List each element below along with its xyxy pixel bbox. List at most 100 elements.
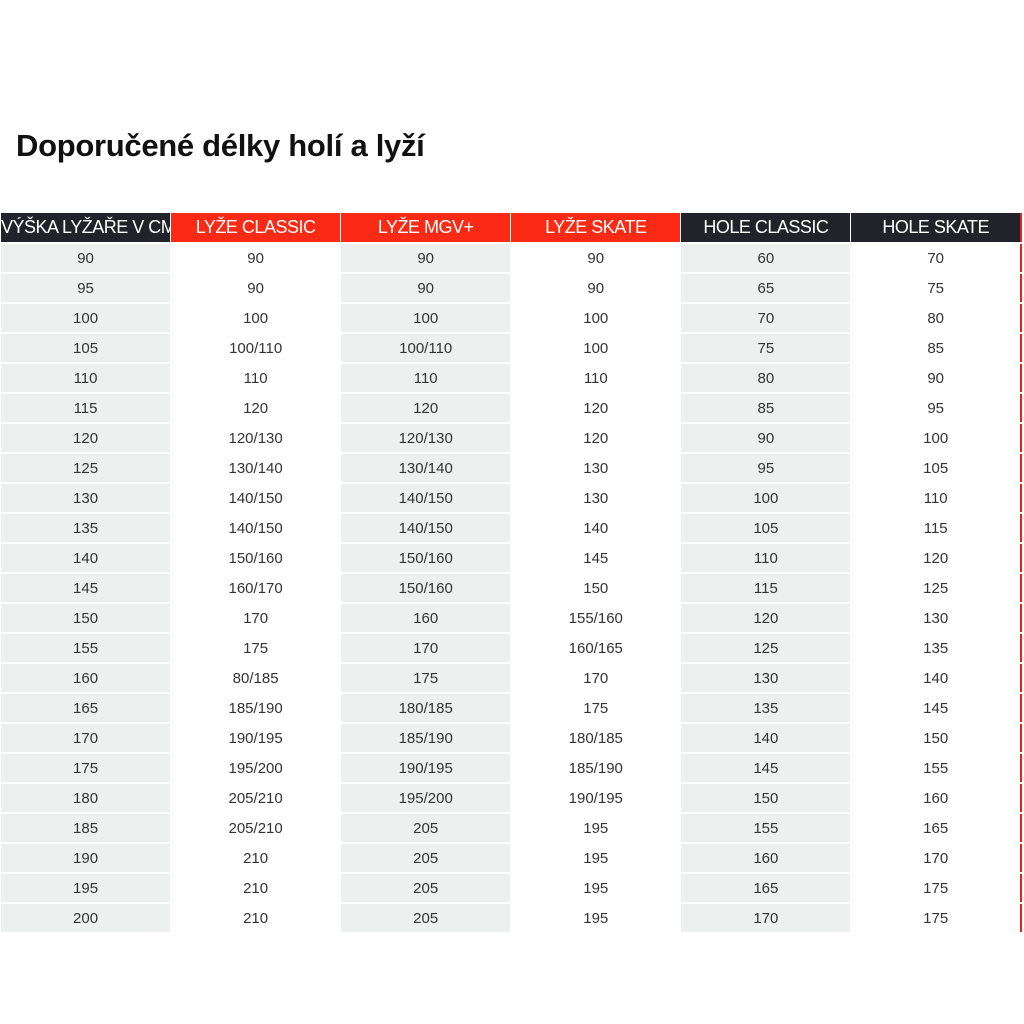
table-cell: 205/210 [170, 812, 341, 843]
table-cell: 160 [340, 602, 511, 633]
table-cell: 150 [510, 572, 681, 603]
table-cell: 135 [0, 512, 171, 543]
table-cell: 175 [340, 662, 511, 693]
column-header: VÝŠKA LYŽAŘE V CM [0, 213, 171, 243]
table-cell: 155/160 [510, 602, 681, 633]
column-header: LYŽE MGV+ [340, 213, 511, 243]
table-row: 125 130/140 130/140 130 95 105 [0, 452, 1021, 483]
table-cell: 80/185 [170, 662, 341, 693]
table-row: 100 100 100 100 70 80 [0, 302, 1021, 333]
table-cell: 140 [850, 662, 1021, 693]
table-cell: 90 [0, 242, 171, 273]
table-cell: 100 [510, 302, 681, 333]
column-header: LYŽE SKATE [510, 213, 681, 243]
table-cell: 210 [170, 902, 341, 932]
table-cell: 140 [0, 542, 171, 573]
page-title: Doporučené délky holí a lyží [16, 128, 425, 163]
table-cell: 130/140 [170, 452, 341, 483]
table-cell: 135 [850, 632, 1021, 663]
table-cell: 85 [850, 332, 1021, 363]
table-cell: 90 [170, 272, 341, 303]
table-cell: 90 [510, 242, 681, 273]
table-row: 130 140/150 140/150 130 100 110 [0, 482, 1021, 513]
table-cell: 100 [340, 302, 511, 333]
table-cell: 155 [680, 812, 851, 843]
table-row: 195 210 205 195 165 175 [0, 872, 1021, 903]
table-cell: 140/150 [170, 512, 341, 543]
table-cell: 180/185 [340, 692, 511, 723]
table-cell: 160/165 [510, 632, 681, 663]
table-cell: 170 [170, 602, 341, 633]
table-cell: 120 [0, 422, 171, 453]
table-cell: 120/130 [340, 422, 511, 453]
table-cell: 190/195 [170, 722, 341, 753]
table-cell: 130 [680, 662, 851, 693]
table-cell: 100/110 [170, 332, 341, 363]
table-cell: 160 [0, 662, 171, 693]
table-cell: 135 [680, 692, 851, 723]
table-cell: 210 [170, 842, 341, 873]
table-row: 200 210 205 195 170 175 [0, 902, 1021, 932]
column-header: HOLE CLASSIC [680, 213, 851, 243]
table-cell: 80 [850, 302, 1021, 333]
table-cell: 195 [510, 872, 681, 903]
table-cell: 115 [680, 572, 851, 603]
table-cell: 95 [680, 452, 851, 483]
table-cell: 190/195 [340, 752, 511, 783]
table-cell: 100 [0, 302, 171, 333]
table-cell: 205/210 [170, 782, 341, 813]
table-cell: 185/190 [510, 752, 681, 783]
table-cell: 145 [680, 752, 851, 783]
table-cell: 185/190 [170, 692, 341, 723]
table-cell: 175 [0, 752, 171, 783]
table-cell: 150 [850, 722, 1021, 753]
table-cell: 110 [170, 362, 341, 393]
table-cell: 130 [850, 602, 1021, 633]
table-cell: 170 [510, 662, 681, 693]
table-cell: 120 [170, 392, 341, 423]
table-cell: 175 [170, 632, 341, 663]
table-cell: 140 [680, 722, 851, 753]
table-cell: 90 [680, 422, 851, 453]
length-table: VÝŠKA LYŽAŘE V CM LYŽE CLASSIC LYŽE MGV+ LY… [0, 213, 1022, 932]
header-row: VÝŠKA LYŽAŘE V CM LYŽE CLASSIC LYŽE MGV+ LY… [0, 213, 1021, 243]
table-cell: 130 [510, 452, 681, 483]
table-cell: 110 [0, 362, 171, 393]
table-cell: 180 [0, 782, 171, 813]
table-row: 165 185/190 180/185 175 135 145 [0, 692, 1021, 723]
table-cell: 160 [850, 782, 1021, 813]
table-cell: 195/200 [170, 752, 341, 783]
table-cell: 185 [0, 812, 171, 843]
table-cell: 110 [680, 542, 851, 573]
table-cell: 155 [850, 752, 1021, 783]
table-cell: 200 [0, 902, 171, 932]
table-row: 185 205/210 205 195 155 165 [0, 812, 1021, 843]
table-cell: 120 [680, 602, 851, 633]
table-cell: 175 [850, 902, 1021, 932]
table-cell: 105 [850, 452, 1021, 483]
table-cell: 100/110 [340, 332, 511, 363]
table-cell: 90 [170, 242, 341, 273]
table-cell: 100 [850, 422, 1021, 453]
table-cell: 100 [680, 482, 851, 513]
table-cell: 170 [680, 902, 851, 932]
table-cell: 90 [340, 272, 511, 303]
table-cell: 65 [680, 272, 851, 303]
table-cell: 145 [0, 572, 171, 603]
table-cell: 190 [0, 842, 171, 873]
table-row: 175 195/200 190/195 185/190 145 155 [0, 752, 1021, 783]
table-cell: 155 [0, 632, 171, 663]
table-cell: 105 [0, 332, 171, 363]
table-cell: 175 [510, 692, 681, 723]
table-cell: 195 [0, 872, 171, 903]
table-cell: 115 [0, 392, 171, 423]
table-cell: 150 [680, 782, 851, 813]
table-cell: 190/195 [510, 782, 681, 813]
table-cell: 170 [340, 632, 511, 663]
table-row: 120 120/130 120/130 120 90 100 [0, 422, 1021, 453]
table-cell: 150/160 [340, 572, 511, 603]
table-cell: 120 [510, 422, 681, 453]
table-cell: 195 [510, 902, 681, 932]
table-cell: 140/150 [340, 512, 511, 543]
table-row: 140 150/160 150/160 145 110 120 [0, 542, 1021, 573]
